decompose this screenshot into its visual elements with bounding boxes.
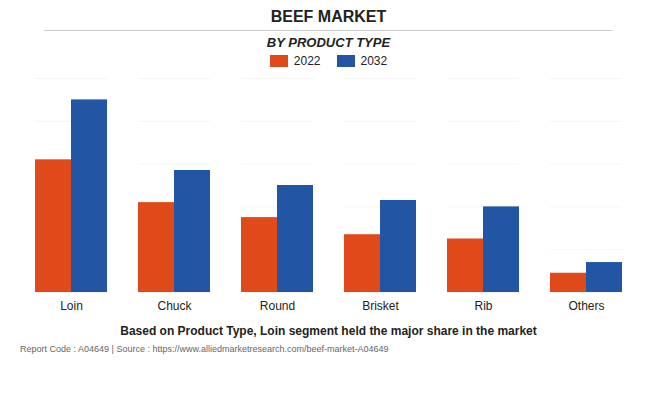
svg-text:Rib: Rib xyxy=(474,299,492,313)
html-text:BEEF MARKET: BEEF MARKET xyxy=(270,8,387,25)
svg-text:Round: Round xyxy=(260,299,295,313)
html-text:2032: 2032 xyxy=(360,54,388,68)
html-text:Report Code : A04649 | Source: Report Code : A04649 | Source : https://… xyxy=(20,344,389,354)
html-text:Based on Product Type, Loin se: Based on Product Type, Loin segment held… xyxy=(120,324,537,338)
html-text:BY PRODUCT TYPE: BY PRODUCT TYPE xyxy=(266,35,391,50)
svg-text:Brisket: Brisket xyxy=(362,299,399,313)
html-text:2022: 2022 xyxy=(293,54,321,68)
svg-text:Others: Others xyxy=(568,299,604,313)
svg-text:Loin: Loin xyxy=(60,299,83,313)
svg-text:Chuck: Chuck xyxy=(157,299,192,313)
